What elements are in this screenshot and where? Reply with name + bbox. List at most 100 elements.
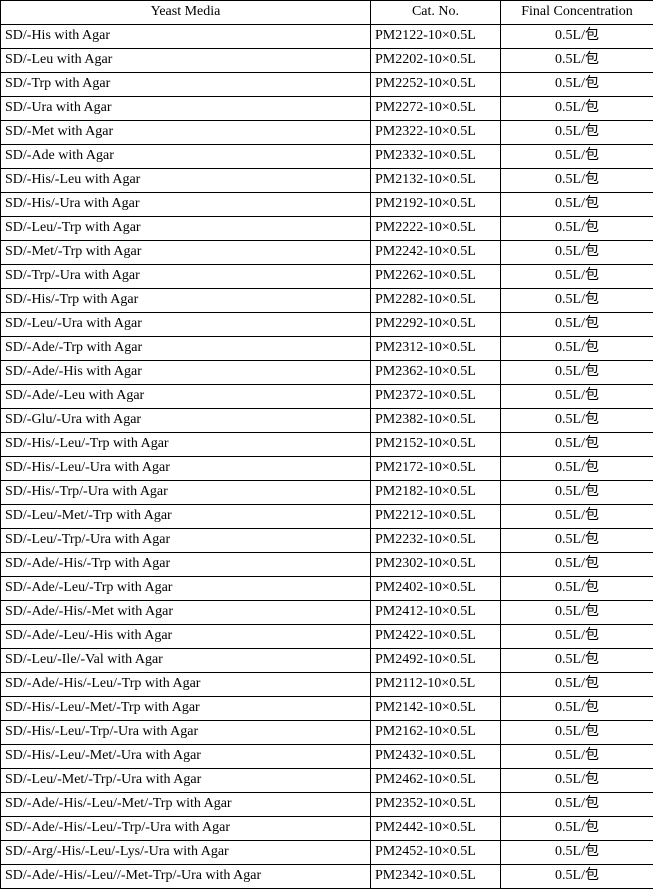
cell-cat: PM2492-10×0.5L [371,649,501,673]
cell-cat: PM2152-10×0.5L [371,433,501,457]
cell-cat: PM2272-10×0.5L [371,97,501,121]
table-row: SD/-His with AgarPM2122-10×0.5L0.5L/包 [1,25,653,49]
table-row: SD/-Leu/-Met/-Trp/-Ura with AgarPM2462-1… [1,769,653,793]
table-row: SD/-Glu/-Ura with AgarPM2382-10×0.5L0.5L… [1,409,653,433]
cell-media: SD/-His/-Leu/-Trp with Agar [1,433,371,457]
cell-conc: 0.5L/包 [501,721,653,745]
cell-conc: 0.5L/包 [501,385,653,409]
cell-conc: 0.5L/包 [501,265,653,289]
cell-conc: 0.5L/包 [501,169,653,193]
table-row: SD/-Ade/-Leu/-Trp with AgarPM2402-10×0.5… [1,577,653,601]
cell-cat: PM2122-10×0.5L [371,25,501,49]
table-row: SD/-His/-Leu/-Met/-Ura with AgarPM2432-1… [1,745,653,769]
cell-media: SD/-His with Agar [1,25,371,49]
cell-media: SD/-Ade/-Leu with Agar [1,385,371,409]
cell-cat: PM2292-10×0.5L [371,313,501,337]
cell-conc: 0.5L/包 [501,73,653,97]
cell-media: SD/-Ade/-Trp with Agar [1,337,371,361]
table-row: SD/-Ade/-His/-Leu/-Trp with AgarPM2112-1… [1,673,653,697]
cell-media: SD/-Leu/-Met/-Trp/-Ura with Agar [1,769,371,793]
table-row: SD/-Ade/-His/-Leu/-Met/-Trp with AgarPM2… [1,793,653,817]
cell-conc: 0.5L/包 [501,625,653,649]
cell-conc: 0.5L/包 [501,841,653,865]
cell-conc: 0.5L/包 [501,457,653,481]
cell-conc: 0.5L/包 [501,553,653,577]
cell-cat: PM2192-10×0.5L [371,193,501,217]
table-row: SD/-Met with AgarPM2322-10×0.5L0.5L/包 [1,121,653,145]
cell-cat: PM2332-10×0.5L [371,145,501,169]
cell-media: SD/-Met with Agar [1,121,371,145]
cell-conc: 0.5L/包 [501,97,653,121]
table-row: SD/-His/-Leu/-Trp/-Ura with AgarPM2162-1… [1,721,653,745]
cell-media: SD/-Leu/-Ile/-Val with Agar [1,649,371,673]
table-row: SD/-Ade/-His/-Trp with AgarPM2302-10×0.5… [1,553,653,577]
cell-cat: PM2202-10×0.5L [371,49,501,73]
cell-conc: 0.5L/包 [501,313,653,337]
cell-conc: 0.5L/包 [501,745,653,769]
cell-media: SD/-His/-Trp with Agar [1,289,371,313]
cell-conc: 0.5L/包 [501,769,653,793]
cell-media: SD/-Ade/-His/-Trp with Agar [1,553,371,577]
col-header-conc: Final Concentration [501,1,653,25]
cell-cat: PM2442-10×0.5L [371,817,501,841]
cell-conc: 0.5L/包 [501,865,653,889]
table-row: SD/-Ade/-His/-Leu//-Met-Trp/-Ura with Ag… [1,865,653,889]
cell-cat: PM2262-10×0.5L [371,265,501,289]
table-row: SD/-Leu/-Ura with AgarPM2292-10×0.5L0.5L… [1,313,653,337]
table-row: SD/-Ade/-Leu/-His with AgarPM2422-10×0.5… [1,625,653,649]
cell-cat: PM2382-10×0.5L [371,409,501,433]
cell-media: SD/-Ade/-His/-Leu/-Trp/-Ura with Agar [1,817,371,841]
cell-cat: PM2362-10×0.5L [371,361,501,385]
cell-cat: PM2412-10×0.5L [371,601,501,625]
table-row: SD/-His/-Leu/-Trp with AgarPM2152-10×0.5… [1,433,653,457]
cell-conc: 0.5L/包 [501,241,653,265]
table-row: SD/-Ade/-Trp with AgarPM2312-10×0.5L0.5L… [1,337,653,361]
cell-cat: PM2322-10×0.5L [371,121,501,145]
table-row: SD/-Leu with AgarPM2202-10×0.5L0.5L/包 [1,49,653,73]
table-row: SD/-His/-Leu with AgarPM2132-10×0.5L0.5L… [1,169,653,193]
cell-media: SD/-His/-Leu with Agar [1,169,371,193]
cell-media: SD/-Ade/-His/-Leu/-Trp with Agar [1,673,371,697]
cell-cat: PM2342-10×0.5L [371,865,501,889]
cell-cat: PM2162-10×0.5L [371,721,501,745]
cell-conc: 0.5L/包 [501,25,653,49]
cell-media: SD/-Glu/-Ura with Agar [1,409,371,433]
cell-media: SD/-Ade/-His/-Leu//-Met-Trp/-Ura with Ag… [1,865,371,889]
col-header-cat: Cat. No. [371,1,501,25]
cell-media: SD/-His/-Leu/-Ura with Agar [1,457,371,481]
cell-cat: PM2402-10×0.5L [371,577,501,601]
cell-conc: 0.5L/包 [501,121,653,145]
cell-media: SD/-His/-Leu/-Trp/-Ura with Agar [1,721,371,745]
cell-cat: PM2282-10×0.5L [371,289,501,313]
cell-conc: 0.5L/包 [501,697,653,721]
table-row: SD/-His/-Trp/-Ura with AgarPM2182-10×0.5… [1,481,653,505]
cell-media: SD/-Leu/-Ura with Agar [1,313,371,337]
cell-conc: 0.5L/包 [501,337,653,361]
cell-media: SD/-Leu/-Trp with Agar [1,217,371,241]
cell-media: SD/-His/-Leu/-Met/-Trp with Agar [1,697,371,721]
cell-media: SD/-Ura with Agar [1,97,371,121]
cell-conc: 0.5L/包 [501,577,653,601]
cell-conc: 0.5L/包 [501,361,653,385]
table-row: SD/-His/-Leu/-Met/-Trp with AgarPM2142-1… [1,697,653,721]
cell-cat: PM2462-10×0.5L [371,769,501,793]
cell-conc: 0.5L/包 [501,433,653,457]
cell-cat: PM2242-10×0.5L [371,241,501,265]
col-header-media: Yeast Media [1,1,371,25]
table-row: SD/-His/-Leu/-Ura with AgarPM2172-10×0.5… [1,457,653,481]
cell-media: SD/-Trp with Agar [1,73,371,97]
table-row: SD/-Leu/-Met/-Trp with AgarPM2212-10×0.5… [1,505,653,529]
cell-media: SD/-Ade/-His with Agar [1,361,371,385]
cell-cat: PM2252-10×0.5L [371,73,501,97]
table-row: SD/-Leu/-Trp/-Ura with AgarPM2232-10×0.5… [1,529,653,553]
cell-cat: PM2302-10×0.5L [371,553,501,577]
cell-cat: PM2422-10×0.5L [371,625,501,649]
cell-conc: 0.5L/包 [501,601,653,625]
cell-media: SD/-His/-Ura with Agar [1,193,371,217]
table-row: SD/-Leu/-Trp with AgarPM2222-10×0.5L0.5L… [1,217,653,241]
table-row: SD/-His/-Ura with AgarPM2192-10×0.5L0.5L… [1,193,653,217]
cell-conc: 0.5L/包 [501,145,653,169]
cell-cat: PM2182-10×0.5L [371,481,501,505]
table-row: SD/-Ade/-His/-Leu/-Trp/-Ura with AgarPM2… [1,817,653,841]
cell-cat: PM2432-10×0.5L [371,745,501,769]
